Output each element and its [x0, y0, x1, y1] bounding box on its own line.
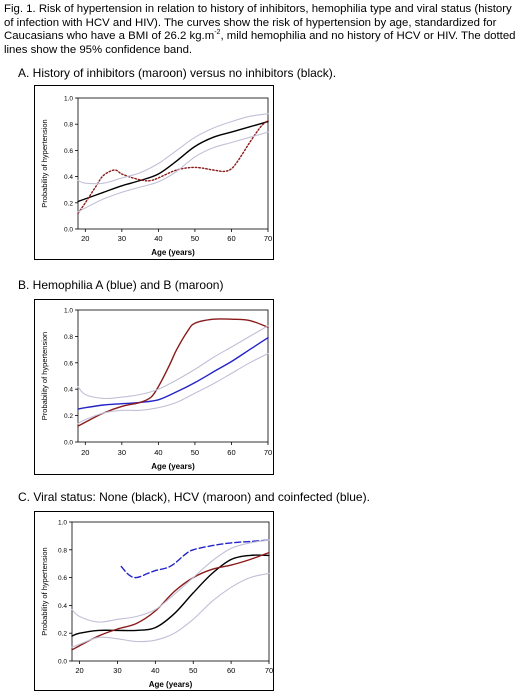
x-tick-label: 60 [227, 448, 235, 457]
y-tick-label: 1.0 [64, 96, 73, 103]
x-tick-label: 40 [154, 448, 162, 457]
y-tick-label: 0.6 [58, 575, 67, 582]
maroon-series-line [77, 318, 269, 427]
x-tick-label: 40 [151, 666, 159, 675]
y-tick-label: 1.0 [58, 520, 67, 527]
chart-frame [34, 85, 274, 260]
maroon-series-line [71, 551, 270, 651]
x-axis-label: Age (years) [149, 680, 193, 689]
x-tick-label: 20 [81, 234, 89, 243]
y-tick-label: 1.0 [64, 308, 73, 315]
y-tick-label: 0.8 [64, 334, 73, 341]
confidence-band-line [71, 539, 270, 623]
y-axis-label: Probability of hypertension [40, 547, 49, 635]
confidence-band-line [77, 353, 269, 425]
y-tick-label: 0.6 [64, 360, 73, 367]
y-tick-label: 0.0 [58, 659, 67, 666]
y-tick-label: 0.0 [64, 440, 73, 447]
y-tick-label: 0.2 [64, 200, 73, 207]
chart-frame [34, 511, 274, 691]
caption-superscript: -2 [214, 29, 221, 37]
x-tick-label: 30 [118, 448, 126, 457]
chart-frame [34, 299, 274, 475]
x-tick-label: 70 [264, 234, 272, 243]
y-tick-label: 0.4 [64, 387, 73, 394]
figure-caption: Fig. 1. Risk of hypertension in relation… [4, 3, 516, 58]
black-series-line [77, 120, 269, 203]
chart-panel-b: 0.0 0.2 0.4 0.6 0.8 1.0 20 30 40 50 60 70 Age (years… [34, 299, 274, 475]
chart-panel-c: 0.0 0.2 0.4 0.6 0.8 1.0 20 30 40 50 60 70 Age (years… [34, 511, 274, 691]
x-tick-label: 30 [118, 234, 126, 243]
x-tick-label: 70 [264, 448, 272, 457]
blue-series-line [77, 337, 269, 410]
x-tick-label: 70 [265, 666, 273, 675]
plot-area [77, 309, 269, 443]
confidence-band-line [71, 572, 270, 648]
chart-panel-a: 0.0 0.2 0.4 0.6 0.8 1.0 20 30 40 50 60 70 Age (years… [34, 85, 274, 260]
x-tick-label: 60 [227, 234, 235, 243]
y-tick-label: 0.0 [64, 227, 73, 234]
y-tick-label: 0.8 [58, 547, 67, 554]
confidence-band-line [77, 325, 269, 400]
x-axis-label: Age (years) [151, 248, 195, 257]
plot-area [71, 521, 270, 662]
x-tick-label: 50 [189, 666, 197, 675]
blue-series-line [120, 539, 270, 579]
panel-c-title: C. Viral status: None (black), HCV (maro… [18, 490, 370, 504]
y-tick-label: 0.2 [58, 631, 67, 638]
y-tick-label: 0.4 [64, 174, 73, 181]
y-tick-label: 0.4 [58, 603, 67, 610]
y-tick-label: 0.2 [64, 413, 73, 420]
black-series-line [71, 554, 270, 637]
x-tick-label: 20 [81, 448, 89, 457]
y-tick-label: 0.8 [64, 122, 73, 129]
x-tick-label: 60 [227, 666, 235, 675]
x-tick-label: 50 [191, 234, 199, 243]
y-axis-label: Probability of hypertension [40, 119, 49, 207]
plot-area [77, 97, 269, 230]
maroon-series-line [77, 119, 269, 214]
x-tick-label: 30 [113, 666, 121, 675]
x-tick-label: 50 [191, 448, 199, 457]
x-tick-label: 40 [154, 234, 162, 243]
x-axis-label: Age (years) [151, 462, 195, 471]
confidence-band-line [77, 131, 269, 213]
panel-a-title: A. History of inhibitors (maroon) versus… [18, 66, 337, 80]
x-tick-label: 20 [75, 666, 83, 675]
y-tick-label: 0.6 [64, 148, 73, 155]
y-axis-label: Probability of hypertension [40, 332, 49, 420]
confidence-band-line [77, 113, 269, 185]
panel-b-title: B. Hemophilia A (blue) and B (maroon) [18, 278, 224, 292]
caption-text-1: Fig. 1. Risk of hypertension in relation… [4, 3, 512, 43]
caption-text-2: , mild hemophilia and no history of HCV … [4, 30, 516, 57]
